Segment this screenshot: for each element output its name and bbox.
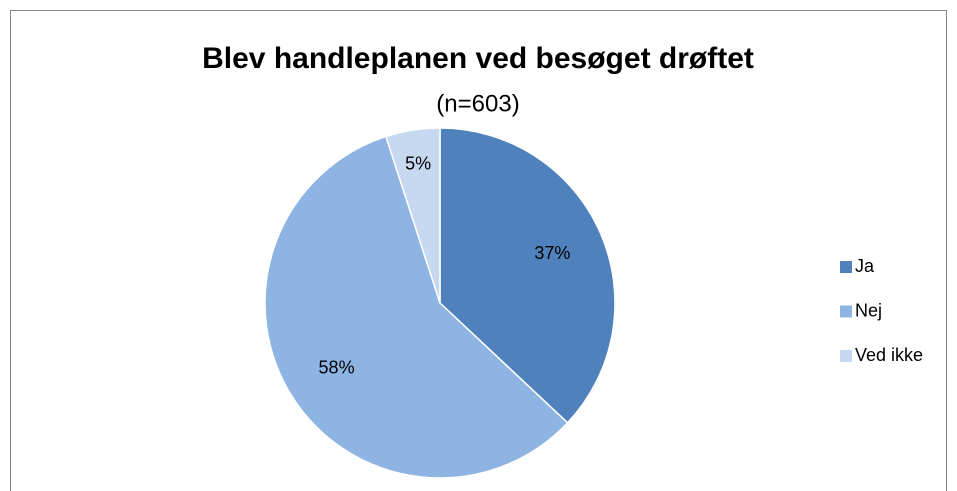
chart-title: Blev handleplanen ved besøget drøftet — [202, 42, 754, 75]
legend-swatch — [840, 261, 852, 273]
pie-slice — [264, 135, 569, 479]
legend-label: Ja — [855, 256, 875, 276]
pie-slice — [384, 127, 441, 304]
data-label: 58% — [319, 357, 355, 377]
data-label: 37% — [534, 243, 570, 263]
legend-swatch — [840, 350, 852, 362]
data-label: 5% — [405, 153, 431, 173]
legend-swatch — [840, 305, 852, 318]
legend-label: Nej — [855, 300, 882, 320]
legend-label: Ved ikke — [855, 345, 923, 365]
chart-subtitle: (n=603) — [436, 90, 519, 117]
pie-slice — [439, 127, 616, 424]
